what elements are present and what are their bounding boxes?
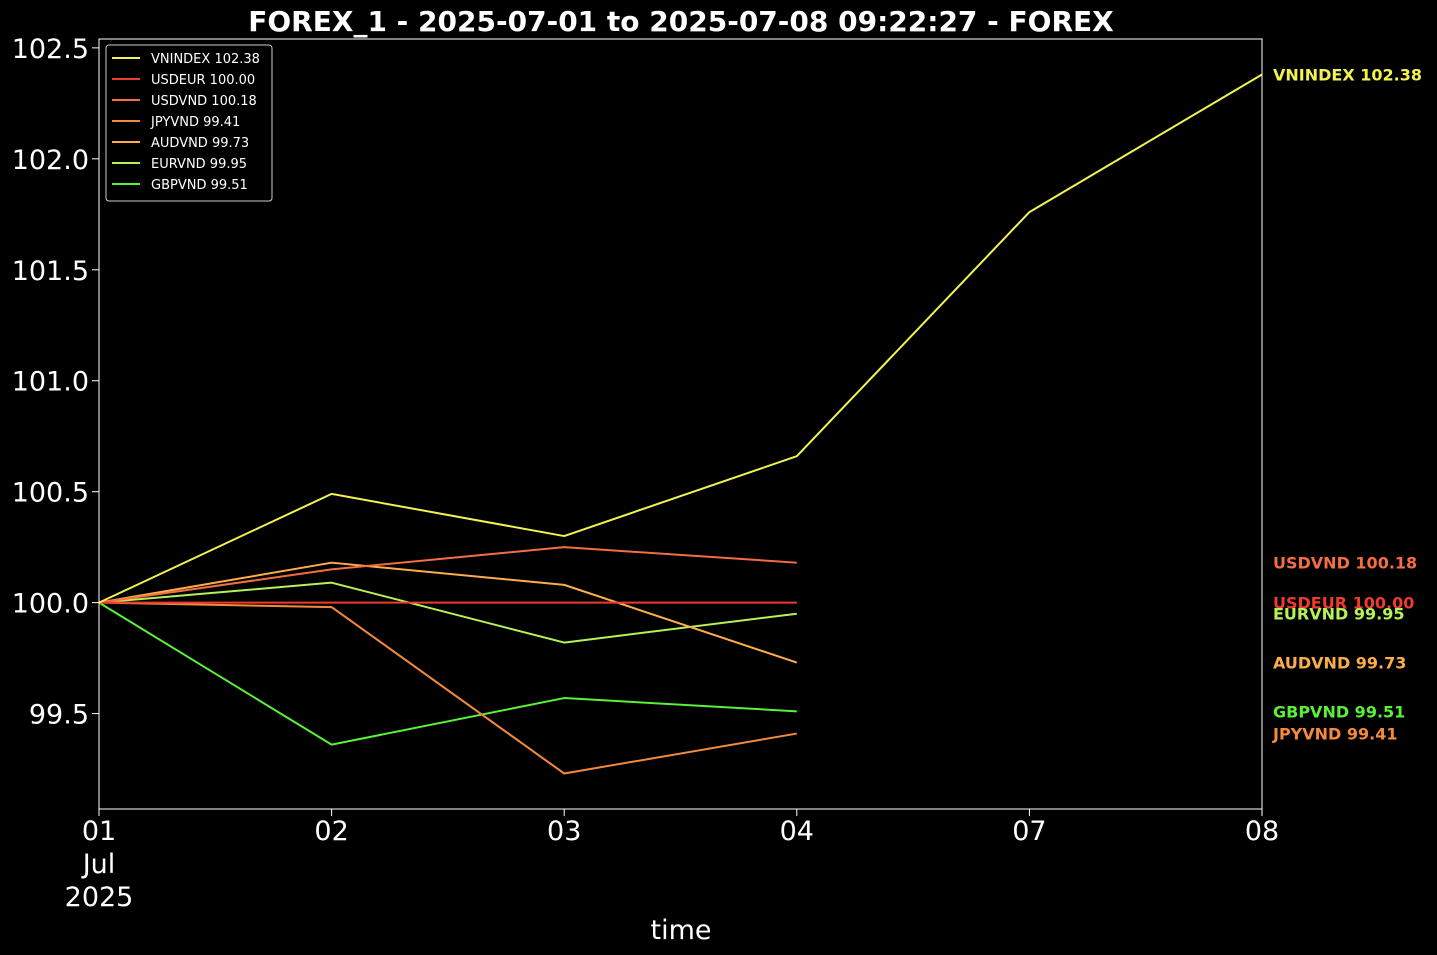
x-axis-label: time xyxy=(650,915,711,946)
y-tick-label: 102.0 xyxy=(12,145,89,176)
legend-label: AUDVND 99.73 xyxy=(151,136,249,151)
y-tick-label: 102.5 xyxy=(12,34,89,65)
x-tick-label: 02 xyxy=(314,816,348,847)
legend-label: JPYVND 99.41 xyxy=(150,115,240,130)
series-line-vnindex xyxy=(98,73,1263,604)
legend-label: GBPVND 99.51 xyxy=(151,178,248,193)
series-line-jpyvnd xyxy=(98,601,797,775)
end-label-gbpvnd: GBPVND 99.51 xyxy=(1273,702,1405,721)
x-tick-label: 04 xyxy=(780,816,814,847)
y-tick-label: 100.5 xyxy=(12,478,89,509)
legend-label: VNINDEX 102.38 xyxy=(151,52,260,67)
x-tick-year-label: 2025 xyxy=(65,882,134,913)
chart-title: FOREX_1 - 2025-07-01 to 2025-07-08 09:22… xyxy=(248,5,1114,38)
x-tick-label: 03 xyxy=(547,816,581,847)
series-line-gbpvnd xyxy=(98,601,797,746)
x-tick-month-label: Jul xyxy=(81,849,116,880)
legend-item-usdvnd: USDVND 100.18 xyxy=(112,94,257,109)
end-label-eurvnd: EURVND 99.95 xyxy=(1273,605,1404,624)
legend-item-gbpvnd: GBPVND 99.51 xyxy=(112,178,248,193)
end-label-jpyvnd: JPYVND 99.41 xyxy=(1272,725,1398,744)
end-label-vnindex: VNINDEX 102.38 xyxy=(1273,66,1422,85)
end-label-usdvnd: USDVND 100.18 xyxy=(1273,554,1417,573)
plot-area xyxy=(98,73,1263,775)
x-tick-label: 01 xyxy=(82,816,116,847)
series-end-labels: VNINDEX 102.38 USDVND 100.18 USDEUR 100.00… xyxy=(1272,66,1422,744)
end-label-audvnd: AUDVND 99.73 xyxy=(1273,654,1406,673)
series-line-audvnd xyxy=(98,561,798,664)
x-tick-label: 08 xyxy=(1245,816,1279,847)
legend-label: EURVND 99.95 xyxy=(151,157,247,172)
end-label-usdeur: USDEUR 100.00 xyxy=(1273,594,1414,613)
y-tick-label: 99.5 xyxy=(29,700,89,731)
legend-item-jpyvnd: JPYVND 99.41 xyxy=(112,115,240,130)
legend-item-audvnd: AUDVND 99.73 xyxy=(112,136,249,151)
y-axis: 99.5 100.0 100.5 101.0 101.5 102.0 102.5 xyxy=(12,34,99,731)
legend-label: USDEUR 100.00 xyxy=(151,73,255,88)
series-line-usdvnd xyxy=(98,546,797,604)
legend-label: USDVND 100.18 xyxy=(151,94,257,109)
y-tick-label: 100.0 xyxy=(12,589,89,620)
y-tick-label: 101.0 xyxy=(12,367,89,398)
legend-box xyxy=(105,44,273,202)
plot-frame xyxy=(98,38,1263,810)
legend-item-eurvnd: EURVND 99.95 xyxy=(112,157,247,172)
series-line-eurvnd xyxy=(98,581,797,644)
x-tick-label: 07 xyxy=(1012,816,1046,847)
legend-item-usdeur: USDEUR 100.00 xyxy=(112,73,255,88)
legend[interactable]: VNINDEX 102.38 USDEUR 100.00 USDVND 100.18… xyxy=(105,44,273,202)
legend-item-vnindex: VNINDEX 102.38 xyxy=(112,52,260,67)
y-tick-label: 101.5 xyxy=(12,256,89,287)
